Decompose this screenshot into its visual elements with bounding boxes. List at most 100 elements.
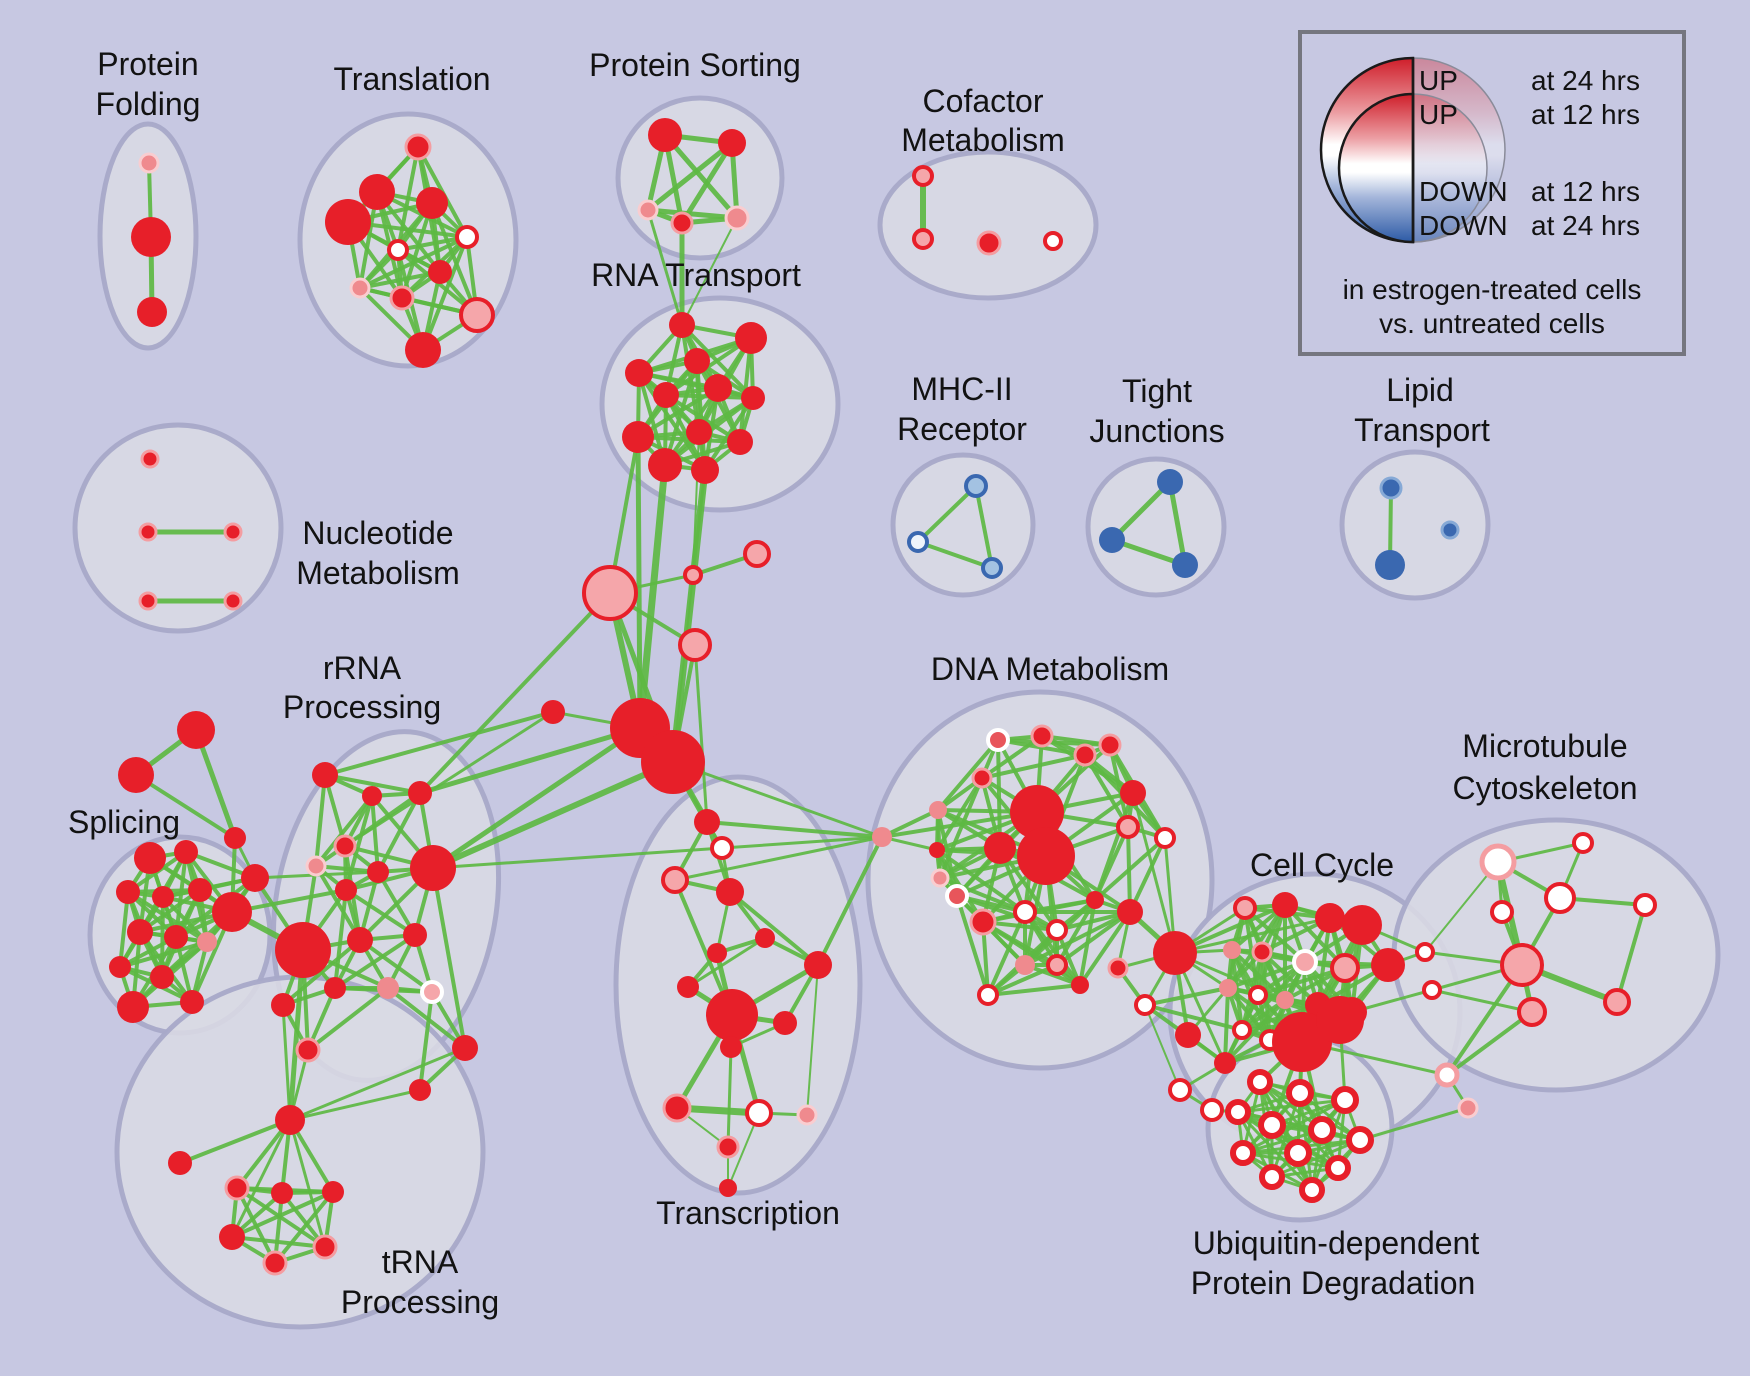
- network-node: [1153, 931, 1197, 975]
- network-node: [223, 591, 243, 611]
- network-node: [150, 965, 174, 989]
- network-node: [1223, 941, 1241, 959]
- network-node: [1331, 1086, 1359, 1114]
- edge: [1055, 898, 1097, 967]
- network-node: [1017, 827, 1075, 885]
- network-node: [452, 1035, 478, 1061]
- network-node: [271, 1182, 293, 1204]
- network-node: [686, 419, 712, 445]
- legend-row-2-time: at 12 hrs: [1531, 176, 1640, 207]
- edge: [288, 1088, 422, 1122]
- edge: [645, 140, 735, 213]
- edge: [1424, 861, 1499, 953]
- cluster-label-transcription-line0: Transcription: [656, 1195, 840, 1231]
- edge: [703, 396, 755, 472]
- edge: [705, 820, 884, 839]
- legend-inner-ring-left-half: [1337, 92, 1415, 244]
- network-node: [981, 557, 1003, 579]
- network-node: [408, 781, 432, 805]
- cluster-label-rrna-processing-line1: Processing: [283, 689, 441, 725]
- network-node: [706, 989, 758, 1041]
- edge: [693, 643, 709, 824]
- network-node: [929, 842, 945, 858]
- network-node: [684, 348, 710, 374]
- network-node: [1247, 1069, 1273, 1095]
- network-node: [116, 880, 140, 904]
- network-node: [387, 239, 409, 261]
- network-node: [661, 866, 689, 894]
- network-node: [670, 211, 694, 235]
- network-node: [724, 205, 750, 231]
- edge: [230, 1118, 292, 1239]
- edge: [996, 738, 1002, 850]
- network-node: [428, 260, 452, 284]
- network-node: [773, 1011, 797, 1035]
- edge: [306, 986, 390, 1052]
- network-node: [930, 868, 950, 888]
- network-node: [1010, 785, 1064, 839]
- network-node: [138, 152, 160, 174]
- network-node: [224, 1175, 250, 1201]
- network-node: [716, 878, 744, 906]
- cluster-label-translation-line0: Translation: [333, 61, 490, 97]
- network-node: [305, 855, 327, 877]
- edge: [1023, 910, 1082, 987]
- edge: [1445, 963, 1524, 1077]
- network-node: [1157, 469, 1183, 495]
- cluster-label-lipid-transport-line1: Transport: [1354, 412, 1490, 448]
- edge: [980, 734, 1044, 780]
- edge: [692, 431, 700, 576]
- network-node: [295, 1037, 321, 1063]
- edge: [333, 888, 348, 990]
- network-node: [971, 767, 993, 789]
- network-node: [322, 1181, 344, 1203]
- cluster-label-cell-cycle-line0: Cell Cycle: [1250, 847, 1394, 883]
- network-node: [707, 943, 727, 963]
- legend-caption-line0: in estrogen-treated cells: [1343, 274, 1642, 305]
- network-node: [1440, 520, 1460, 540]
- network-node: [710, 836, 734, 860]
- edge: [681, 217, 738, 326]
- edge: [1128, 836, 1167, 914]
- edge: [417, 725, 643, 796]
- network-node: [1299, 1177, 1325, 1203]
- network-node: [109, 956, 131, 978]
- edge: [1430, 988, 1534, 1014]
- network-node: [168, 1151, 192, 1175]
- network-node: [964, 474, 988, 498]
- network-node: [541, 700, 565, 724]
- edge: [635, 434, 643, 731]
- edge: [1236, 1098, 1347, 1114]
- network-node: [1230, 1140, 1256, 1166]
- edge: [673, 835, 884, 882]
- network-node: [140, 449, 160, 469]
- network-node: [1315, 903, 1345, 933]
- network-node: [138, 591, 158, 611]
- edge: [691, 468, 707, 577]
- legend: UP at 24 hrs UP at 12 hrs DOWN at 12 hrs DOWN a…: [1298, 30, 1686, 356]
- network-node: [1375, 550, 1405, 580]
- network-node: [1330, 953, 1360, 983]
- network-node: [1086, 891, 1104, 909]
- network-node: [1379, 476, 1403, 500]
- network-node: [1434, 1062, 1460, 1088]
- network-node: [403, 923, 427, 947]
- edge: [662, 132, 740, 221]
- cluster-label-mhc-ii-receptor-line0: MHC-II: [911, 371, 1012, 407]
- edge: [955, 894, 1059, 932]
- network-node: [1172, 552, 1198, 578]
- network-node: [1415, 942, 1435, 962]
- edge: [314, 773, 327, 868]
- network-node: [804, 951, 832, 979]
- edge: [1093, 836, 1167, 902]
- cluster-label-protein-sorting-line0: Protein Sorting: [589, 47, 801, 83]
- network-node: [1544, 882, 1576, 914]
- network-node: [1258, 1111, 1286, 1139]
- network-node: [1308, 1116, 1336, 1144]
- edge: [986, 910, 1027, 997]
- network-node: [349, 277, 371, 299]
- edge: [118, 890, 130, 969]
- network-node: [416, 187, 448, 219]
- network-node: [1168, 1078, 1192, 1102]
- edge: [344, 888, 417, 937]
